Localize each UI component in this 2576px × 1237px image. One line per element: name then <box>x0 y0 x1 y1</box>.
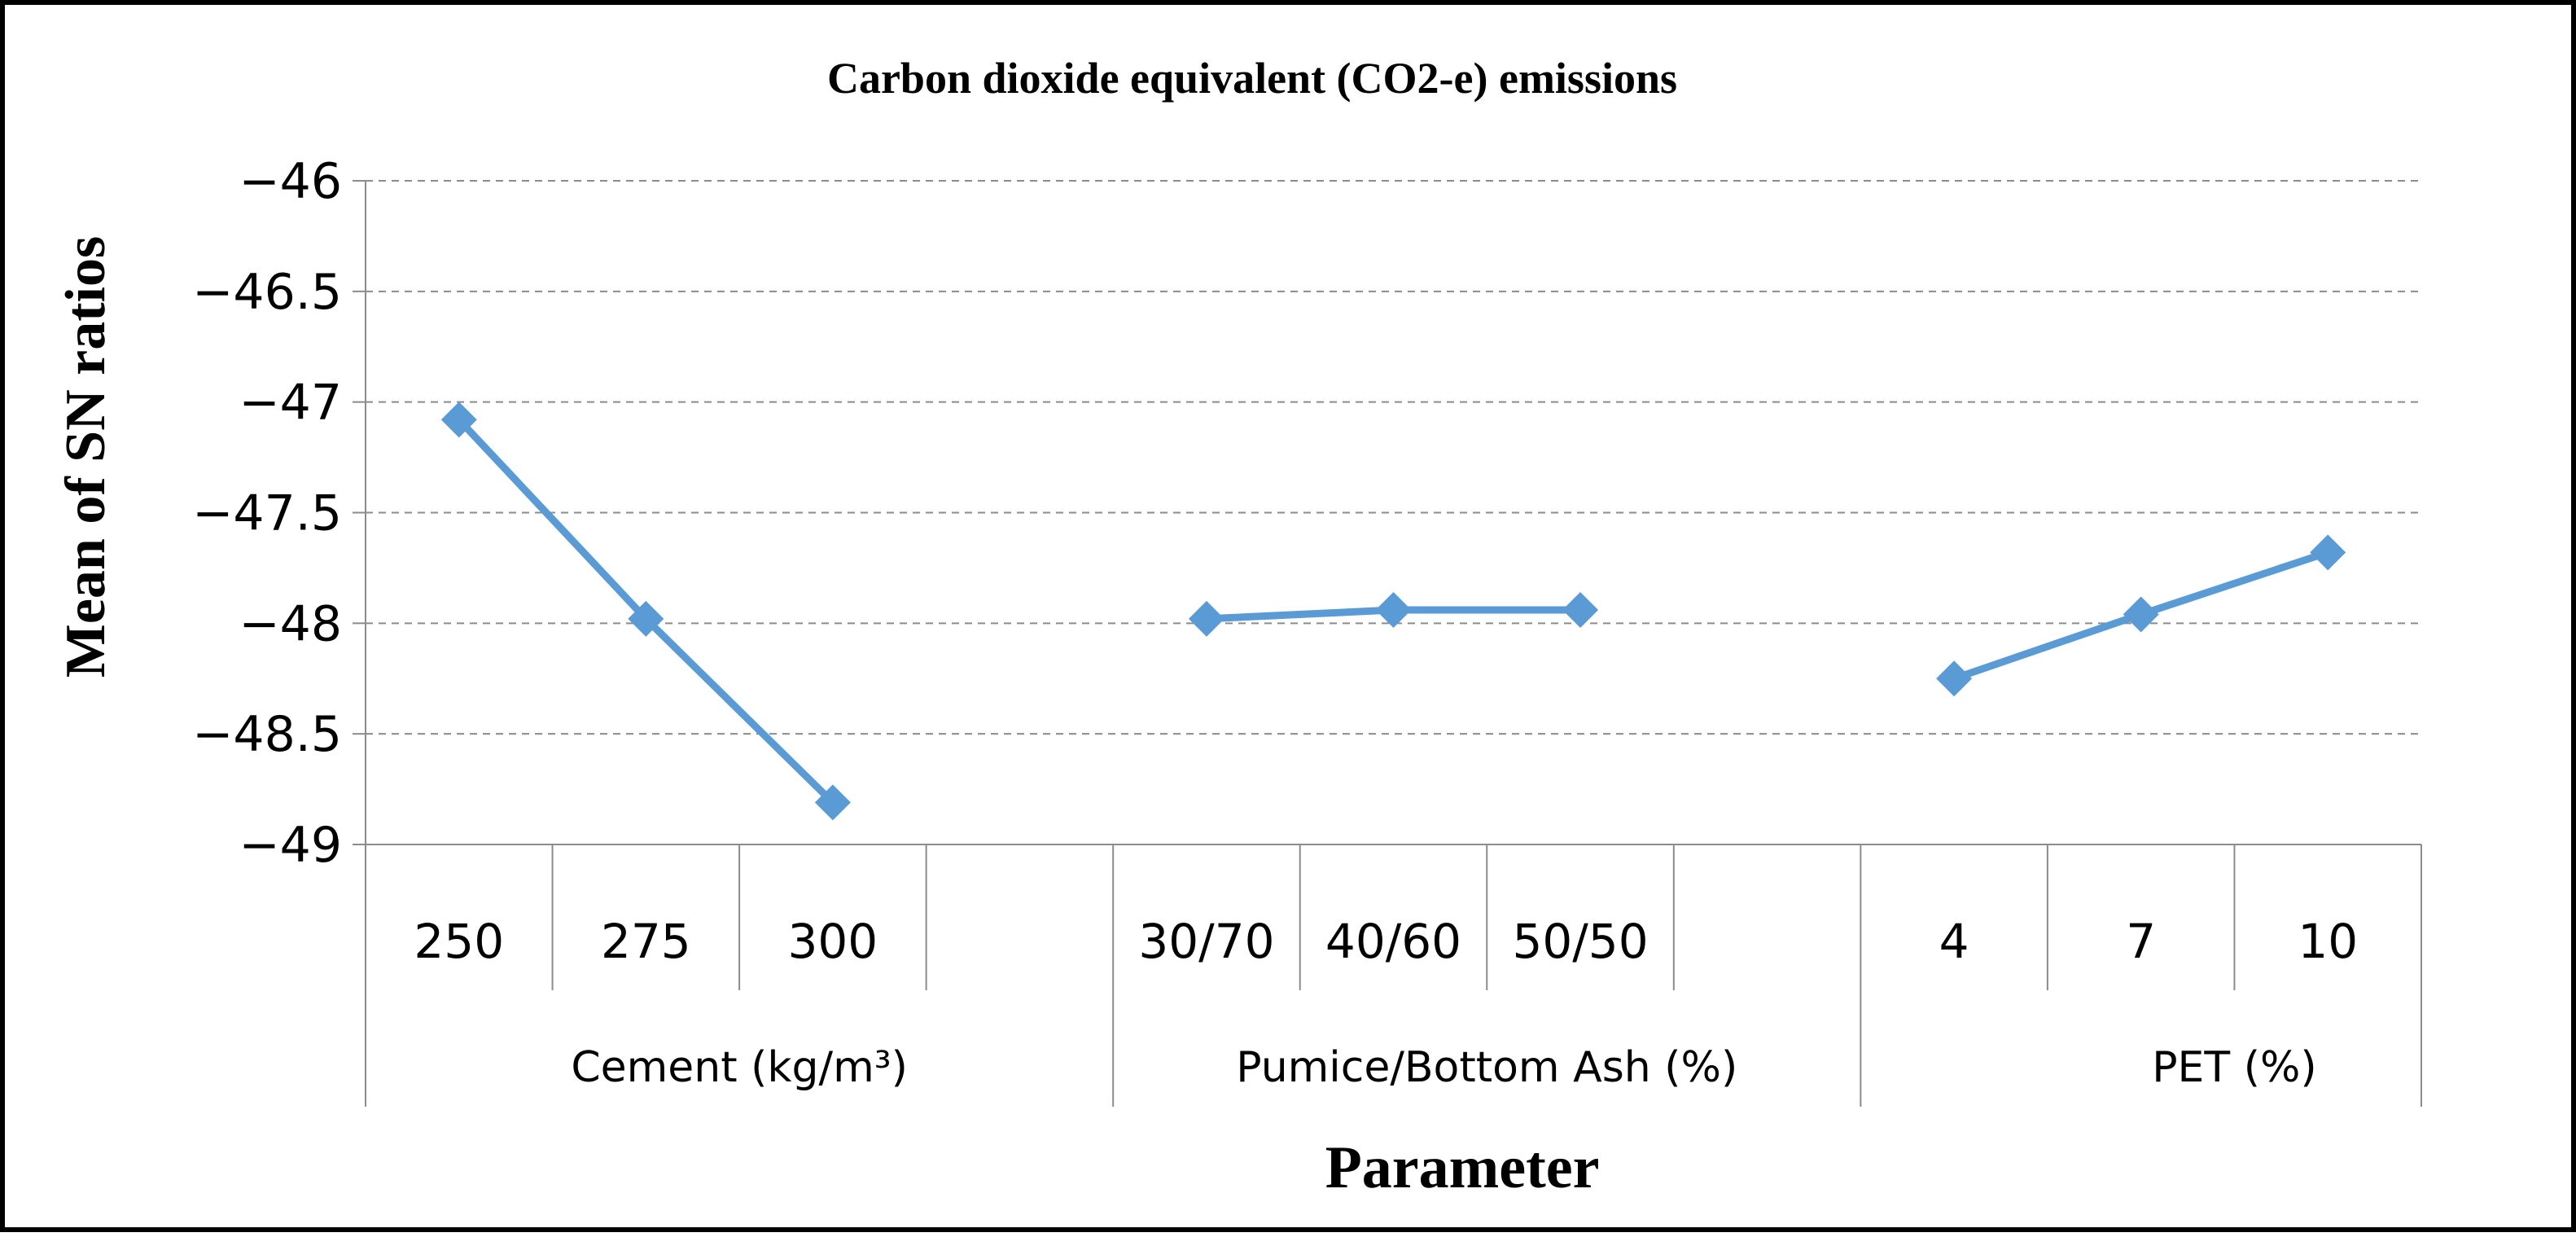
y-tick-label: −48.5 <box>192 706 342 763</box>
plot-area: −46 −46.5 −47 −47.5 −48 −48.5 −49 250 275 300 Ceme… <box>192 153 2422 1107</box>
data-point-marker <box>1188 600 1224 637</box>
data-point-marker <box>2123 596 2159 633</box>
data-point-marker <box>2310 534 2346 571</box>
x-tick-label: 50/50 <box>1512 914 1648 969</box>
x-tick-label: 7 <box>2126 914 2156 969</box>
data-point-marker <box>1936 660 1973 697</box>
x-tick-label: 40/60 <box>1325 914 1461 969</box>
y-tick-label: −49 <box>239 817 342 874</box>
chart-title: Carbon dioxide equivalent (CO2-e) emissi… <box>827 54 1677 103</box>
x-tick-label: 4 <box>1939 914 1969 969</box>
data-point-marker <box>1375 592 1412 629</box>
data-point-marker <box>814 784 851 821</box>
x-axis-label: Parameter <box>1325 1134 1600 1201</box>
x-tick-label: 10 <box>2298 914 2358 969</box>
group-label: Cement (kg/m³) <box>571 1043 908 1092</box>
group-label: PET (%) <box>2152 1043 2317 1092</box>
x-tick-label: 30/70 <box>1138 914 1274 969</box>
x-tick-label: 250 <box>414 914 504 969</box>
y-tick-label: −48 <box>239 595 342 652</box>
y-tick-label: −46 <box>239 153 342 210</box>
y-tick-label: −46.5 <box>192 264 342 321</box>
x-tick-label: 275 <box>601 914 691 969</box>
data-point-marker <box>440 401 477 438</box>
line-chart: Carbon dioxide equivalent (CO2-e) emissi… <box>55 54 2422 1201</box>
y-axis-label: Mean of SN ratios <box>55 236 117 678</box>
x-tick-label: 300 <box>788 914 878 969</box>
data-point-marker <box>1562 592 1599 629</box>
group-label: Pumice/Bottom Ash (%) <box>1236 1043 1737 1092</box>
y-tick-label: −47 <box>239 375 342 432</box>
data-point-marker <box>628 600 664 637</box>
y-tick-label: −47.5 <box>192 485 342 542</box>
